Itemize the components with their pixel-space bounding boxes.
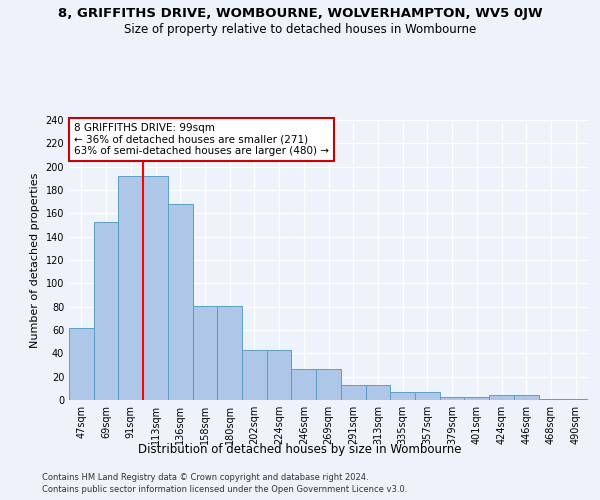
Text: 8 GRIFFITHS DRIVE: 99sqm
← 36% of detached houses are smaller (271)
63% of semi-: 8 GRIFFITHS DRIVE: 99sqm ← 36% of detach…: [74, 123, 329, 156]
Bar: [341, 385, 365, 400]
Text: Size of property relative to detached houses in Wombourne: Size of property relative to detached ho…: [124, 22, 476, 36]
Bar: [563, 399, 588, 400]
Bar: [440, 396, 464, 400]
Bar: [69, 328, 94, 400]
Bar: [193, 306, 217, 400]
Bar: [143, 176, 168, 400]
Bar: [390, 392, 415, 400]
Text: Contains public sector information licensed under the Open Government Licence v3: Contains public sector information licen…: [42, 485, 407, 494]
Bar: [415, 392, 440, 400]
Bar: [168, 204, 193, 400]
Bar: [242, 350, 267, 400]
Bar: [464, 396, 489, 400]
Bar: [539, 399, 563, 400]
Bar: [267, 350, 292, 400]
Bar: [489, 396, 514, 400]
Y-axis label: Number of detached properties: Number of detached properties: [30, 172, 40, 348]
Bar: [292, 368, 316, 400]
Bar: [94, 222, 118, 400]
Text: Contains HM Land Registry data © Crown copyright and database right 2024.: Contains HM Land Registry data © Crown c…: [42, 472, 368, 482]
Bar: [217, 306, 242, 400]
Bar: [365, 385, 390, 400]
Text: Distribution of detached houses by size in Wombourne: Distribution of detached houses by size …: [138, 442, 462, 456]
Bar: [514, 396, 539, 400]
Text: 8, GRIFFITHS DRIVE, WOMBOURNE, WOLVERHAMPTON, WV5 0JW: 8, GRIFFITHS DRIVE, WOMBOURNE, WOLVERHAM…: [58, 8, 542, 20]
Bar: [118, 176, 143, 400]
Bar: [316, 368, 341, 400]
